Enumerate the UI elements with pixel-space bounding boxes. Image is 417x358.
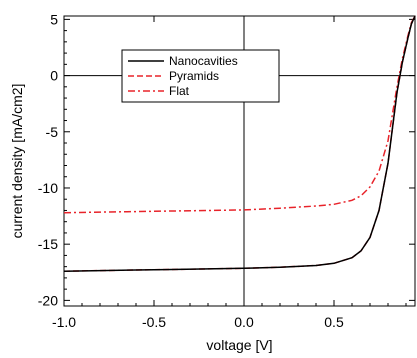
legend-label: Nanocavities [169, 54, 238, 68]
series-line-flat [63, 15, 416, 214]
y-tick-label: -10 [38, 180, 58, 196]
y-tick-label: 0 [50, 68, 58, 84]
legend-label: Flat [169, 84, 190, 98]
plot-area [63, 15, 416, 307]
y-tick-label: -5 [46, 124, 59, 140]
x-axis-label: voltage [V] [206, 337, 272, 353]
tick-labels: -1.0 -0.5 0.0 0.5 -20 -15 -10 -5 0 5 [38, 11, 344, 330]
y-tick-label: -20 [38, 292, 58, 308]
y-tick-label: 5 [50, 11, 58, 27]
plot-frame [63, 15, 416, 307]
series-line-nanocavities [63, 15, 416, 272]
x-tick-label: 0.5 [324, 314, 344, 330]
series-layer [63, 15, 416, 272]
axis-ticks [63, 16, 415, 306]
y-tick-label: -15 [38, 236, 58, 252]
x-tick-label: -0.5 [142, 314, 166, 330]
x-tick-label: 0.0 [234, 314, 254, 330]
legend-label: Pyramids [169, 69, 219, 83]
x-tick-label: -1.0 [52, 314, 76, 330]
y-axis-label: current density [mA/cm2] [9, 84, 25, 239]
